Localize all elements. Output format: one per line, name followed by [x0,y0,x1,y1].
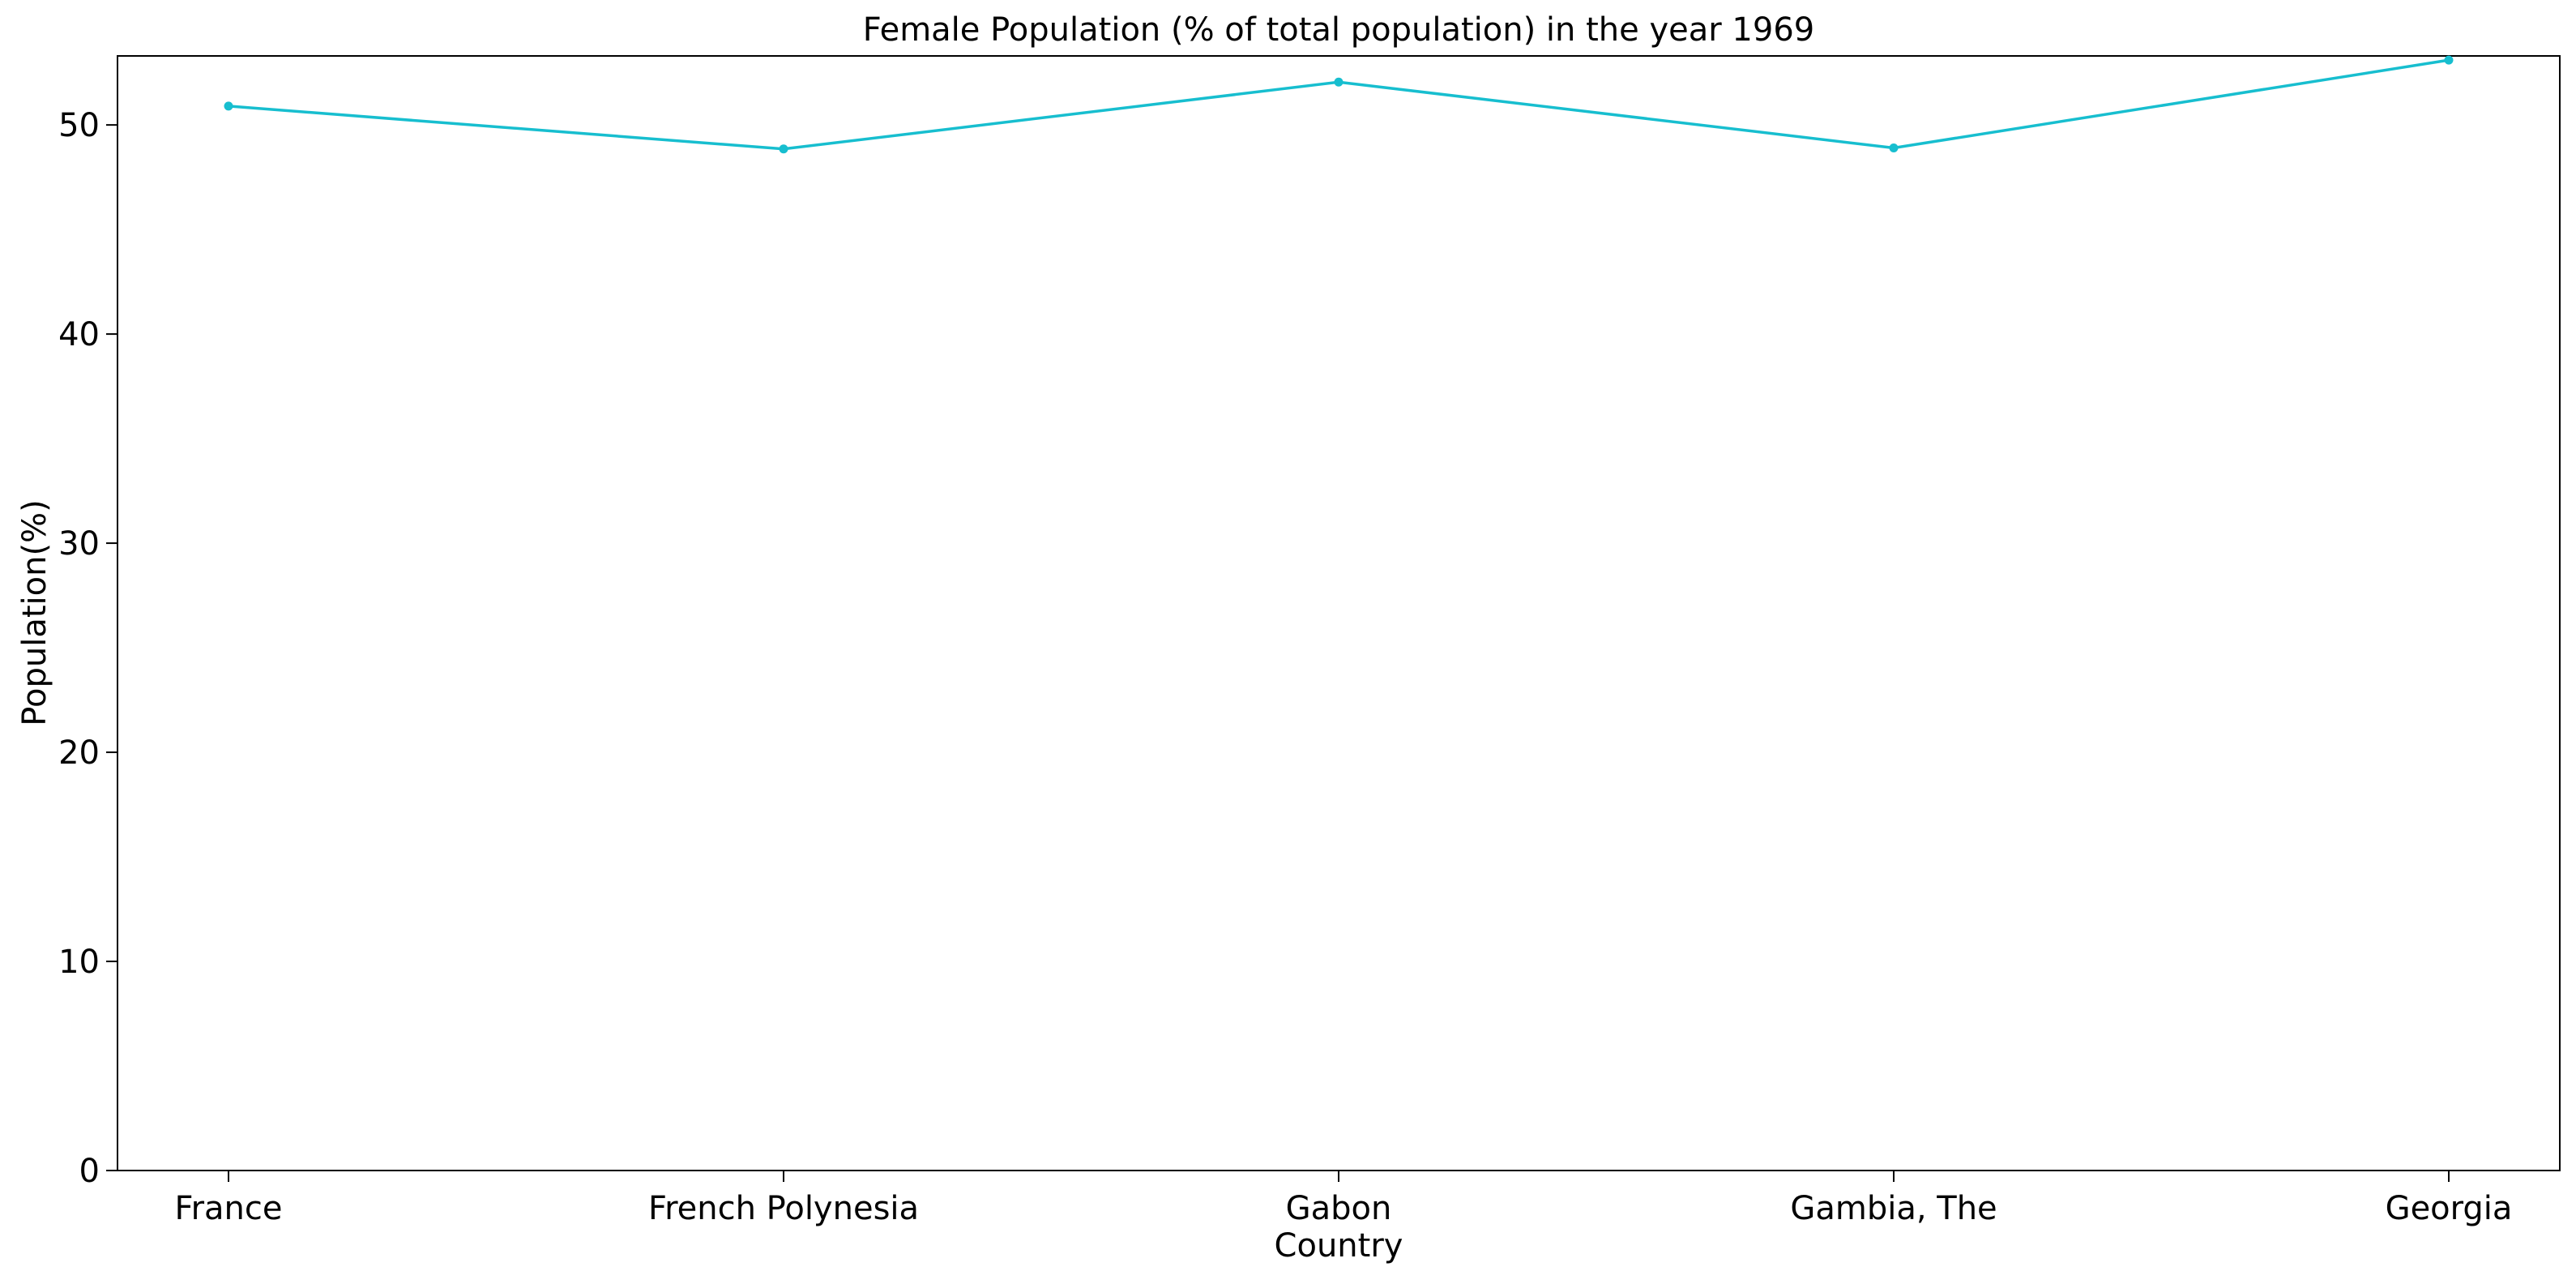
chart-title: Female Population (% of total population… [863,11,1814,49]
data-point [224,101,233,111]
y-tick-label: 0 [79,1153,100,1190]
x-axis: France French Polynesia Gabon Gambia, The Ge… [174,1171,2512,1227]
x-tick-label: Gambia, The [1790,1190,1997,1227]
y-tick-label: 50 [58,107,100,144]
x-axis-label: Country [1275,1227,1403,1265]
y-tick-label: 40 [58,316,100,353]
y-axis: 0 10 20 30 40 50 [58,107,117,1190]
data-point [2444,55,2454,65]
series-line [228,58,2450,151]
x-tick-label: France [174,1190,282,1227]
data-point [1889,143,1899,153]
y-tick-label: 20 [58,734,100,772]
data-point [779,144,788,154]
y-tick-label: 10 [58,944,100,981]
series-layer [224,55,2454,154]
y-tick-label: 30 [58,525,100,563]
x-tick-label: Georgia [2386,1190,2513,1227]
plot-area-frame [117,55,2561,1171]
data-point [1334,77,1344,87]
x-tick-label: Gabon [1286,1190,1392,1227]
x-tick-label: French Polynesia [648,1190,919,1227]
y-axis-label: Population(%) [16,499,53,725]
